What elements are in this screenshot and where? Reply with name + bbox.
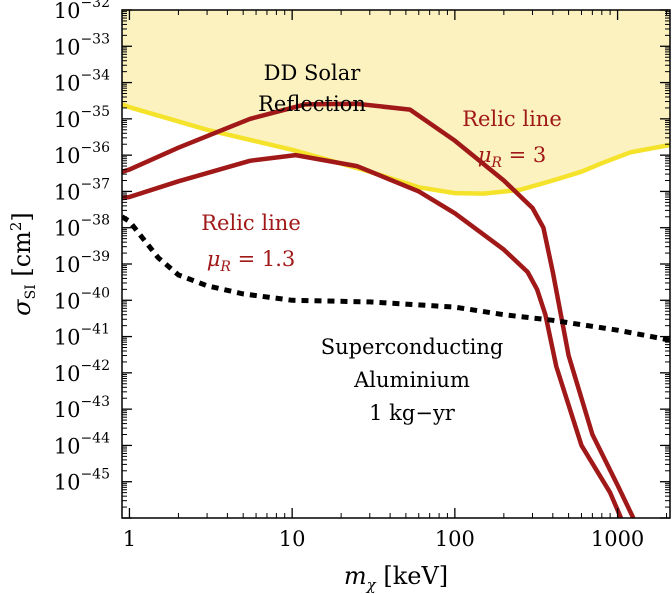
relic-line-mu3 (122, 101, 636, 518)
annotation-solar-line1: DD Solar (264, 61, 362, 85)
y-tick-label: 10−33 (54, 31, 110, 59)
aluminium-projection-line (122, 214, 670, 343)
annotation-relic-low-line1: Relic line (201, 211, 301, 235)
y-tick-label: 10−42 (54, 358, 110, 386)
y-tick-label: 10−40 (54, 285, 110, 313)
series-layer (122, 101, 670, 518)
solar-reflection-fill (122, 10, 670, 194)
annotation-relic-low-line2: μR = 1.3 (207, 247, 296, 275)
x-tick-label: 100 (435, 527, 475, 551)
x-tick-label: 10 (279, 527, 306, 551)
x-tick-label: 1 (123, 527, 136, 551)
y-tick-label: 10−34 (54, 68, 110, 96)
x-tick-label: 1000 (591, 527, 644, 551)
solar-reflection-region (122, 10, 670, 194)
y-tick-label: 10−32 (54, 0, 110, 23)
annotation-aluminium: Superconducting Aluminium 1 kg−yr (321, 335, 504, 425)
ticks: 10−32 10−33 10−34 10−35 10−36 10−37 10−38 10−39… (54, 0, 670, 551)
annotation-aluminium-line2: Aluminium (353, 368, 470, 392)
solar-reflection-boundary (122, 102, 670, 196)
y-tick-label: 10−43 (54, 394, 110, 422)
annotation-relic-high: Relic line μR = 3 (462, 107, 562, 171)
annotation-solar-line2: Reflection (258, 92, 366, 116)
annotation-aluminium-line3: 1 kg−yr (369, 401, 456, 425)
y-tick-label: 10−35 (54, 104, 110, 132)
y-tick-label: 10−39 (54, 249, 110, 277)
annotation-aluminium-line1: Superconducting (321, 335, 504, 359)
annotation-solar: DD Solar Reflection (258, 61, 366, 116)
y-axis-title: σSI [cm2] (7, 212, 39, 316)
svg-text:σSI [cm2]: σSI [cm2] (7, 212, 39, 316)
y-tick-label: 10−41 (54, 322, 110, 350)
y-tick-label: 10−36 (54, 140, 110, 168)
annotation-relic-low: Relic line μR = 1.3 (201, 211, 301, 275)
y-tick-label: 10−44 (54, 430, 110, 458)
y-tick-label: 10−37 (54, 176, 110, 204)
relic-line-mu1p3 (122, 152, 624, 518)
svg-text:mχ [keV]: mχ [keV] (344, 562, 448, 594)
x-axis-title: mχ [keV] (344, 562, 448, 594)
annotation-relic-high-line2: μR = 3 (478, 143, 547, 171)
y-tick-label: 10−45 (54, 467, 110, 495)
y-tick-label: 10−38 (54, 213, 110, 241)
annotation-relic-high-line1: Relic line (462, 107, 562, 131)
